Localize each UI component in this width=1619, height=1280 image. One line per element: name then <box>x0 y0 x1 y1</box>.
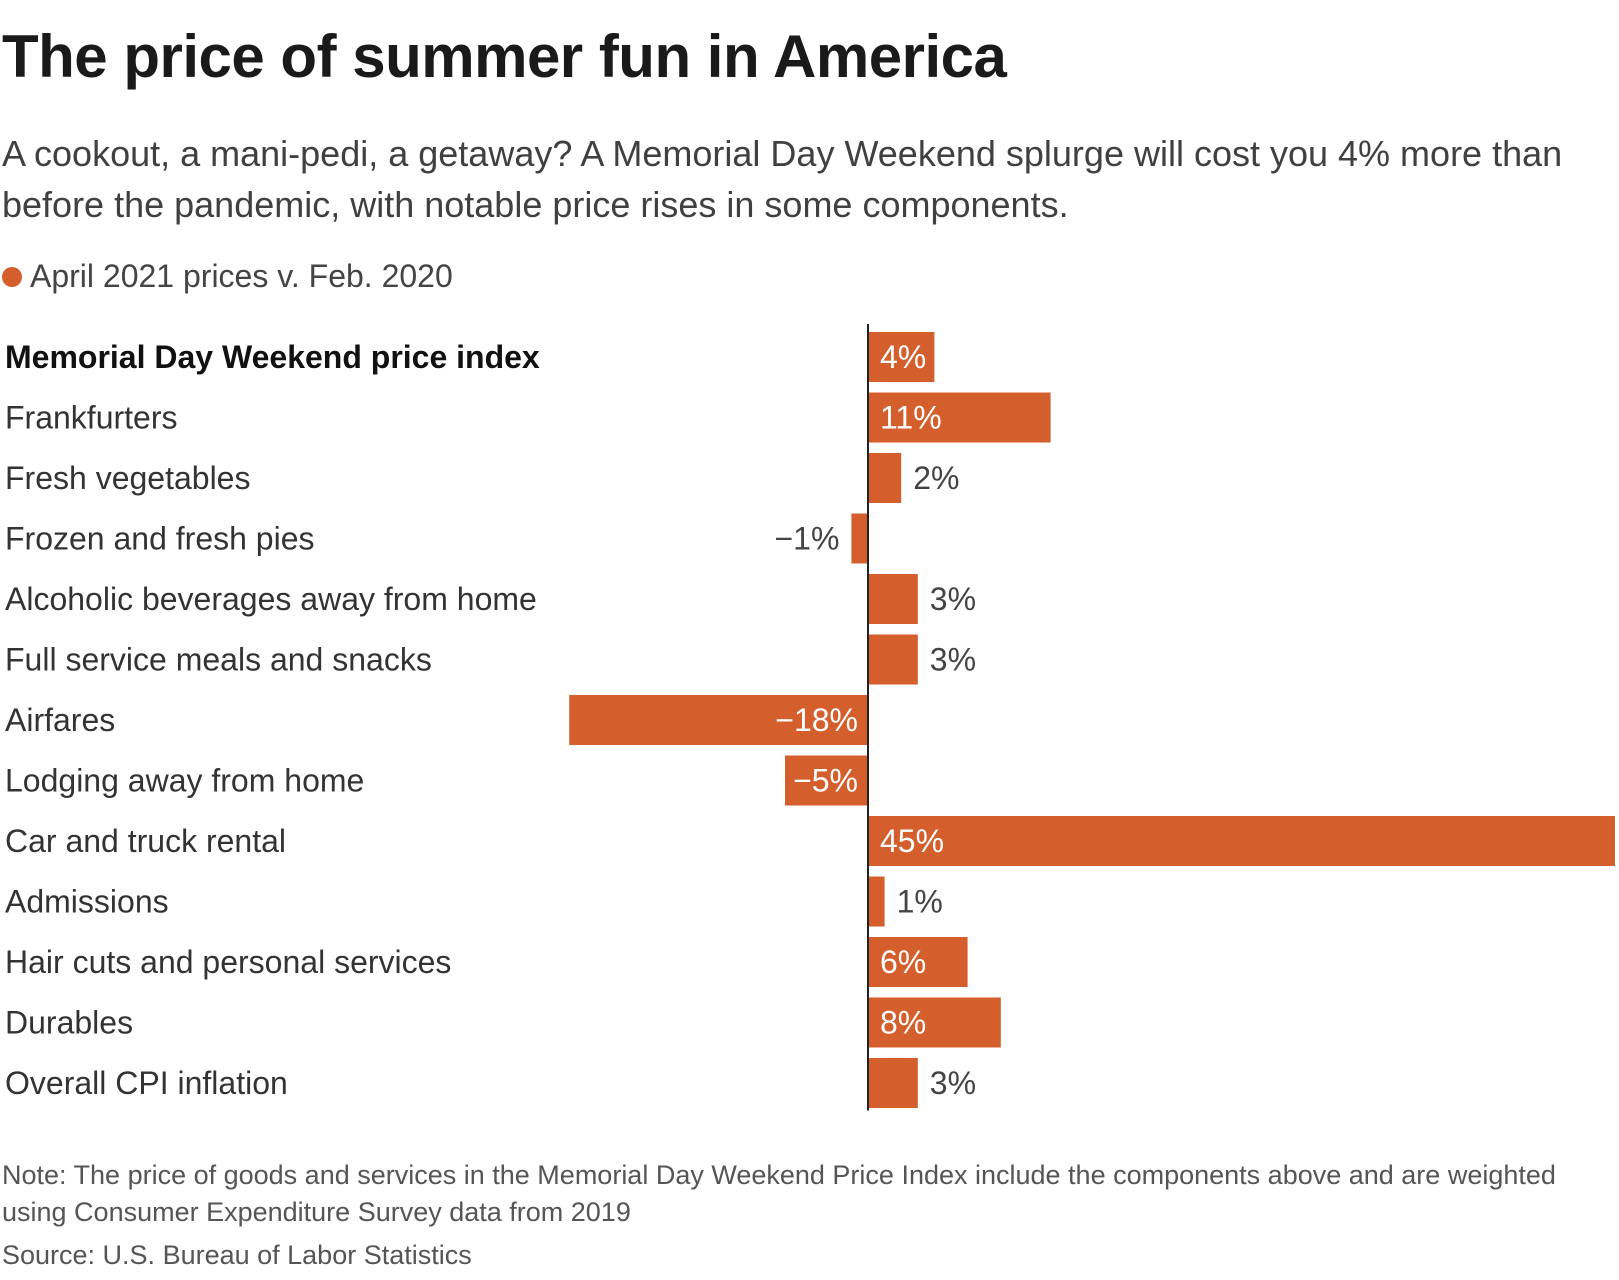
category-label: Frozen and fresh pies <box>5 521 315 557</box>
category-label: Memorial Day Weekend price index <box>5 339 540 375</box>
value-label: −1% <box>774 521 839 557</box>
value-label: −18% <box>775 702 858 738</box>
chart-note: Note: The price of goods and services in… <box>2 1160 1556 1227</box>
bar <box>868 997 1001 1048</box>
bar <box>868 332 935 382</box>
bar <box>868 876 885 927</box>
category-label: Airfares <box>5 702 115 738</box>
chart-subtitle: A cookout, a mani-pedi, a getaway? A Mem… <box>2 133 1563 225</box>
category-label: Hair cuts and personal services <box>5 944 451 980</box>
value-label: 3% <box>930 1065 976 1101</box>
value-label: 8% <box>880 1005 926 1041</box>
bar <box>785 755 868 806</box>
value-label: 6% <box>880 944 926 980</box>
category-label: Alcoholic beverages away from home <box>5 581 537 617</box>
bar <box>868 392 1051 443</box>
category-label: Car and truck rental <box>5 823 286 859</box>
legend-swatch <box>2 266 22 287</box>
value-label: 2% <box>913 460 959 496</box>
bar-chart: Memorial Day Weekend price index 4% Frankf… <box>5 324 1615 1111</box>
bar <box>868 816 1615 866</box>
category-label: Admissions <box>5 884 169 920</box>
value-label: 45% <box>880 823 944 859</box>
bar <box>851 513 868 564</box>
value-label: 1% <box>897 884 943 920</box>
category-label: Durables <box>5 1005 133 1041</box>
category-label: Lodging away from home <box>5 763 364 799</box>
chart-title: The price of summer fun in America <box>2 23 1007 90</box>
chart-legend: April 2021 prices v. Feb. 2020 <box>2 258 453 295</box>
category-label: Overall CPI inflation <box>5 1065 288 1101</box>
bar <box>868 1058 918 1108</box>
category-label: Frankfurters <box>5 400 177 436</box>
category-label: Full service meals and snacks <box>5 642 432 678</box>
value-label: 11% <box>880 400 942 436</box>
value-label: 4% <box>880 339 926 375</box>
value-label: −5% <box>793 763 858 799</box>
bar <box>868 937 968 987</box>
value-label: 3% <box>930 642 976 678</box>
bar <box>868 634 918 685</box>
bar <box>868 574 918 624</box>
category-label: Fresh vegetables <box>5 460 250 496</box>
value-label: 3% <box>930 581 976 617</box>
legend-label: April 2021 prices v. Feb. 2020 <box>30 258 453 294</box>
chart-source: Source: U.S. Bureau of Labor Statistics <box>2 1240 472 1270</box>
bar <box>569 695 868 745</box>
bar <box>868 453 902 503</box>
